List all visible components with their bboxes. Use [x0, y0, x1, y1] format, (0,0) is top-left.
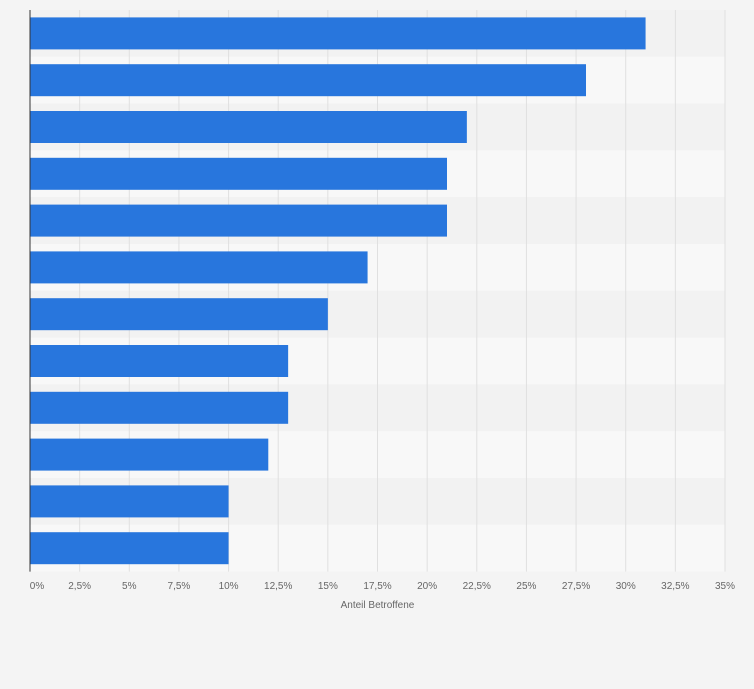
- bar[interactable]: [30, 204, 447, 237]
- x-tick-label: 20%: [417, 581, 437, 592]
- x-tick-label: 15%: [318, 581, 338, 592]
- bar[interactable]: [30, 345, 289, 377]
- grid-lines: [79, 10, 726, 572]
- x-tick-labels: 0% 2,5% 5% 7,5% 10% 12,5% 15% 17,5% 20% 22,5% 25% 2…: [30, 581, 735, 592]
- bar[interactable]: [30, 111, 467, 143]
- bar[interactable]: [30, 438, 269, 471]
- x-tick-label: 17,5%: [363, 581, 391, 592]
- x-tick-label: 12,5%: [264, 581, 292, 592]
- x-tick-label: 30%: [616, 581, 636, 592]
- x-tick-label: 25%: [516, 581, 536, 592]
- bar[interactable]: [30, 532, 229, 565]
- bars-group: [30, 17, 646, 565]
- x-tick-label: 22,5%: [463, 581, 491, 592]
- bar[interactable]: [30, 251, 368, 284]
- x-tick-label: 27,5%: [562, 581, 590, 592]
- x-tick-label: 32,5%: [661, 581, 689, 592]
- x-axis-title: Anteil Betroffene: [341, 600, 415, 611]
- x-tick-label: 35%: [715, 581, 735, 592]
- bar[interactable]: [30, 64, 586, 97]
- bar[interactable]: [30, 298, 328, 331]
- bar[interactable]: [30, 157, 447, 190]
- x-tick-label: 10%: [219, 581, 239, 592]
- x-tick-label: 7,5%: [168, 581, 191, 592]
- bar[interactable]: [30, 485, 229, 518]
- bar[interactable]: [30, 391, 289, 424]
- x-tick-label: 0%: [30, 581, 45, 592]
- x-tick-label: 5%: [122, 581, 137, 592]
- x-tick-label: 2,5%: [68, 581, 91, 592]
- bar[interactable]: [30, 17, 646, 50]
